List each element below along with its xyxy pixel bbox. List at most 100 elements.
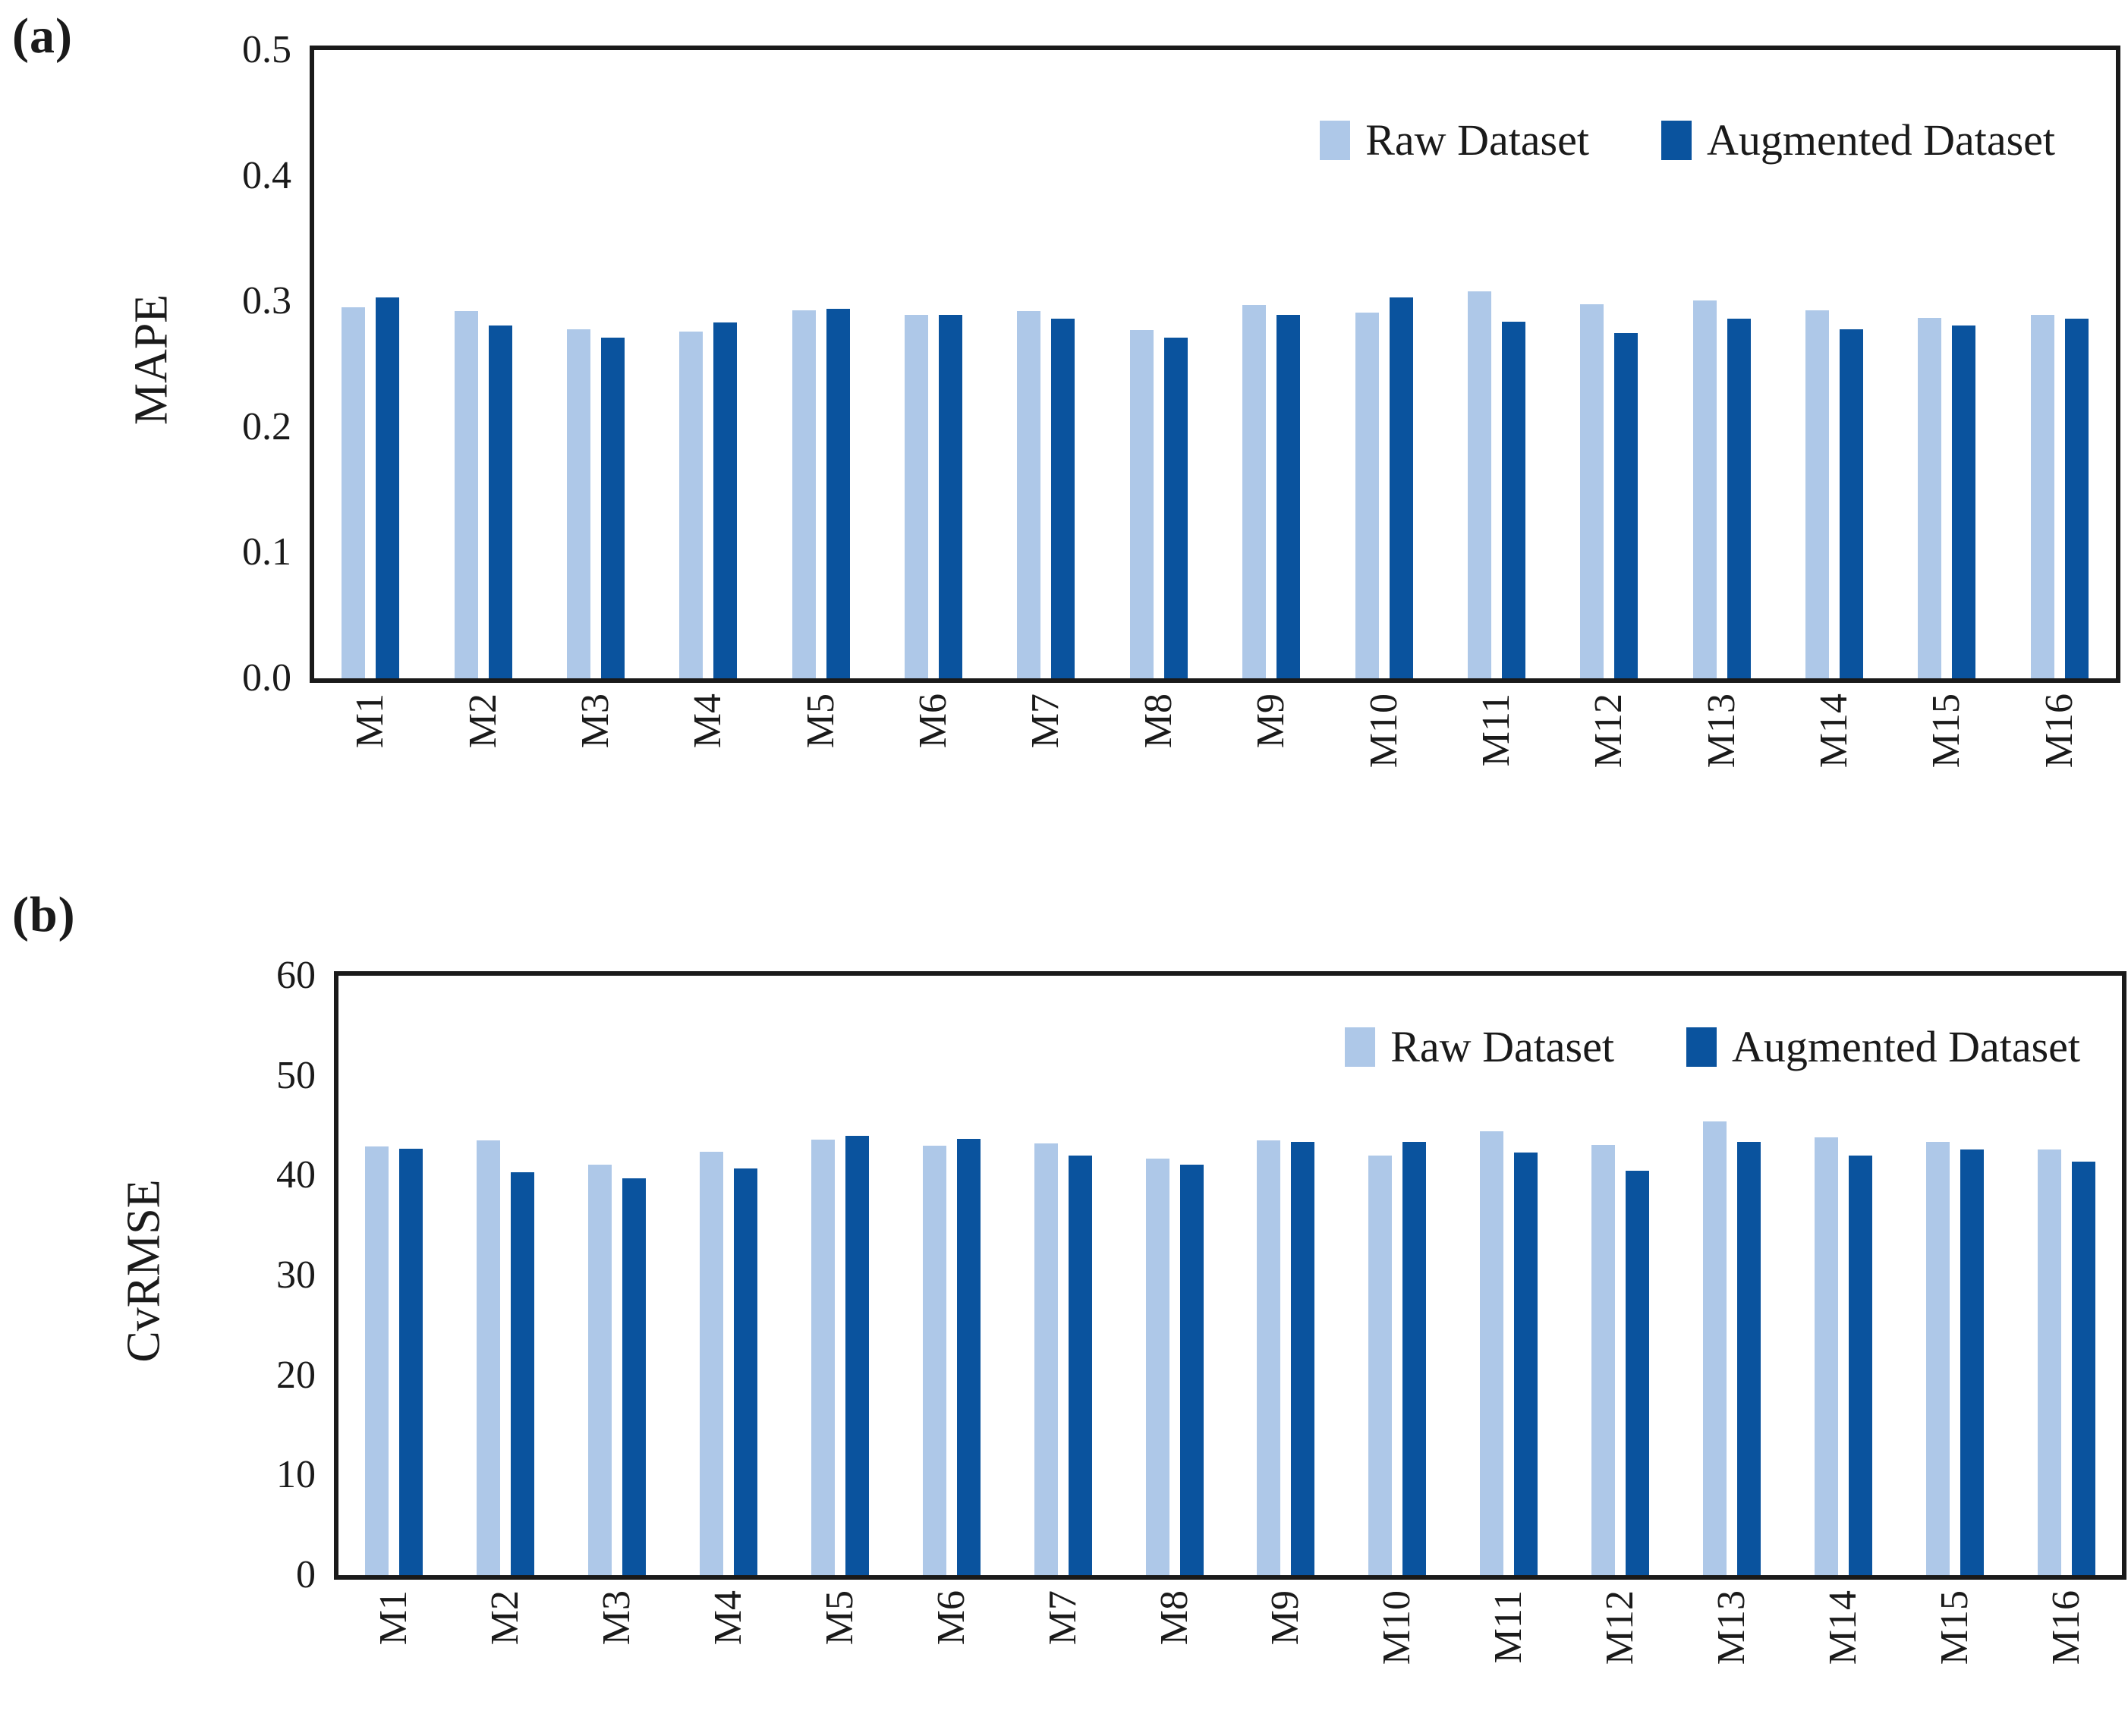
y-tick-label: 0.2 xyxy=(242,404,291,448)
bar-raw-M1 xyxy=(365,1146,389,1575)
x-category-label-M5: M5 xyxy=(817,1590,861,1646)
bar-augmented-M1 xyxy=(376,297,400,678)
legend-a: Raw Dataset Augmented Dataset xyxy=(1320,115,2055,165)
legend-label-augmented: Augmented Dataset xyxy=(1731,1022,2080,1071)
bar-raw-M15 xyxy=(1918,317,1942,678)
x-category-label-M1: M1 xyxy=(348,693,392,749)
x-category-label-M13: M13 xyxy=(1699,693,1743,769)
bar-raw-M12 xyxy=(1580,303,1604,678)
bar-raw-M8 xyxy=(1129,330,1154,678)
bar-raw-M10 xyxy=(1355,313,1379,678)
x-category-label-M9: M9 xyxy=(1264,1590,1308,1646)
bar-augmented-M15 xyxy=(1960,1149,1984,1575)
bar-augmented-M7 xyxy=(1051,319,1075,678)
panel-b-label: (b) xyxy=(12,887,76,942)
bar-raw-M5 xyxy=(811,1139,835,1575)
y-axis-title-cvrmse: CvRMSE xyxy=(118,1179,170,1363)
legend-item-raw: Raw Dataset xyxy=(1320,115,1589,165)
x-category-label-M11: M11 xyxy=(1474,693,1518,767)
legend-label-augmented: Augmented Dataset xyxy=(1706,115,2055,165)
bar-raw-M10 xyxy=(1368,1156,1393,1575)
bar-augmented-M13 xyxy=(1736,1141,1761,1575)
bar-raw-M1 xyxy=(342,307,366,678)
bar-raw-M16 xyxy=(2037,1149,2061,1575)
bar-augmented-M14 xyxy=(1840,329,1864,678)
x-category-label-M15: M15 xyxy=(1932,1590,1976,1665)
bar-augmented-M12 xyxy=(1614,332,1638,678)
bar-augmented-M10 xyxy=(1402,1141,1427,1575)
bar-augmented-M16 xyxy=(2071,1161,2095,1575)
bar-augmented-M3 xyxy=(622,1178,647,1575)
y-tick-label: 0.0 xyxy=(242,656,291,700)
x-category-label-M6: M6 xyxy=(911,693,955,749)
x-category-label-M5: M5 xyxy=(798,693,842,749)
bar-augmented-M12 xyxy=(1626,1170,1650,1575)
bar-augmented-M15 xyxy=(1952,325,1976,678)
x-category-label-M14: M14 xyxy=(1812,693,1856,769)
legend-swatch-augmented xyxy=(1686,1027,1717,1067)
bar-augmented-M3 xyxy=(600,338,625,678)
bar-raw-M7 xyxy=(1034,1143,1058,1575)
bar-raw-M13 xyxy=(1702,1121,1727,1575)
bar-augmented-M9 xyxy=(1291,1141,1315,1575)
x-category-label-M1: M1 xyxy=(372,1590,416,1646)
legend-swatch-raw xyxy=(1320,120,1351,160)
bar-augmented-M8 xyxy=(1163,338,1188,678)
bar-augmented-M5 xyxy=(845,1135,869,1575)
x-category-label-M7: M7 xyxy=(1040,1590,1084,1646)
bar-augmented-M6 xyxy=(956,1138,981,1575)
bar-raw-M7 xyxy=(1017,311,1041,678)
bar-raw-M11 xyxy=(1480,1131,1504,1575)
bar-augmented-M9 xyxy=(1276,315,1301,678)
x-category-label-M11: M11 xyxy=(1487,1590,1531,1664)
bar-raw-M12 xyxy=(1591,1144,1616,1575)
bar-raw-M9 xyxy=(1242,305,1267,678)
x-category-label-M16: M16 xyxy=(2037,693,2081,769)
bar-augmented-M4 xyxy=(734,1168,758,1575)
y-tick-label: 0 xyxy=(296,1553,316,1596)
x-category-label-M4: M4 xyxy=(686,693,730,749)
x-category-label-M15: M15 xyxy=(1925,693,1969,769)
bar-augmented-M2 xyxy=(511,1172,535,1575)
x-category-label-M6: M6 xyxy=(929,1590,973,1646)
bar-raw-M3 xyxy=(566,329,590,678)
bar-augmented-M4 xyxy=(713,322,738,678)
bar-raw-M8 xyxy=(1145,1158,1169,1575)
bar-augmented-M14 xyxy=(1848,1156,1872,1575)
bar-raw-M4 xyxy=(679,331,704,678)
x-category-label-M9: M9 xyxy=(1249,693,1293,749)
x-category-label-M13: M13 xyxy=(1709,1590,1753,1665)
y-tick-label: 40 xyxy=(276,1153,316,1197)
x-category-label-M4: M4 xyxy=(707,1590,751,1646)
legend-swatch-augmented xyxy=(1661,120,1692,160)
bar-augmented-M10 xyxy=(1389,297,1413,678)
bar-augmented-M11 xyxy=(1501,321,1525,678)
legend-label-raw: Raw Dataset xyxy=(1390,1022,1614,1071)
bar-augmented-M7 xyxy=(1068,1156,1092,1575)
x-category-label-M10: M10 xyxy=(1361,693,1406,769)
x-category-label-M7: M7 xyxy=(1024,693,1068,749)
bar-augmented-M13 xyxy=(1727,319,1751,678)
x-category-label-M12: M12 xyxy=(1587,693,1631,769)
bar-raw-M13 xyxy=(1692,300,1717,678)
x-category-label-M2: M2 xyxy=(461,693,505,749)
bar-raw-M3 xyxy=(588,1164,612,1575)
x-category-label-M8: M8 xyxy=(1152,1590,1196,1646)
y-tick-label: 20 xyxy=(276,1353,316,1397)
y-tick-label: 30 xyxy=(276,1253,316,1297)
plot-area-a: Raw Dataset Augmented Dataset 0.0 0.1 0.2 0… xyxy=(242,30,2120,768)
bar-raw-M2 xyxy=(454,311,478,678)
x-category-label-M3: M3 xyxy=(595,1590,639,1646)
y-tick-label: 0.1 xyxy=(242,530,291,574)
y-tick-label: 10 xyxy=(276,1453,316,1497)
bar-augmented-M5 xyxy=(826,309,850,678)
bar-augmented-M11 xyxy=(1514,1153,1538,1575)
bar-raw-M14 xyxy=(1805,310,1830,678)
legend-label-raw: Raw Dataset xyxy=(1365,115,1589,165)
x-category-label-M3: M3 xyxy=(573,693,617,749)
bar-augmented-M1 xyxy=(399,1148,423,1575)
x-category-label-M8: M8 xyxy=(1136,693,1180,749)
y-tick-label: 0.3 xyxy=(242,279,291,323)
y-tick-label: 50 xyxy=(276,1053,316,1097)
